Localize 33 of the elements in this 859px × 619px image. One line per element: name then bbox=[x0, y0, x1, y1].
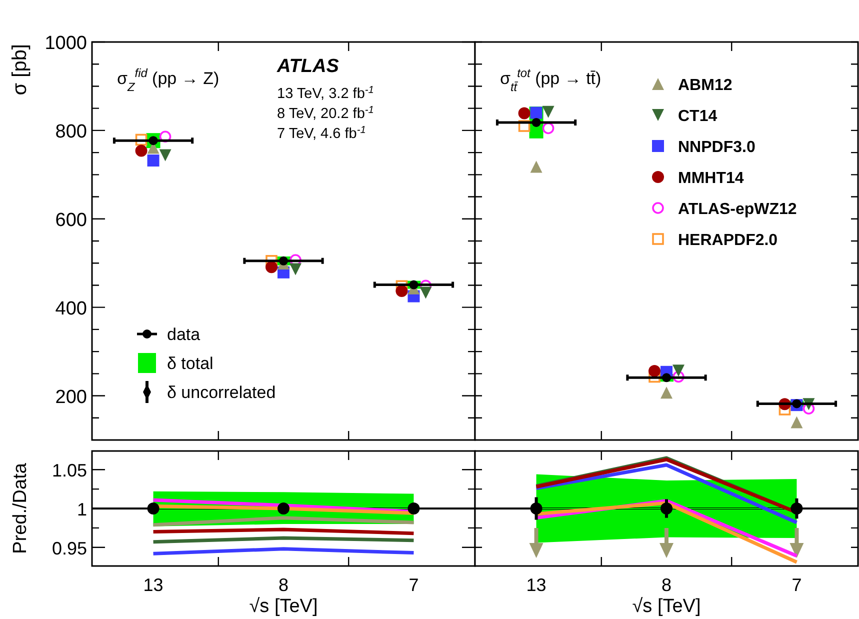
legend-label: CT14 bbox=[678, 108, 718, 125]
y-tick-label: 800 bbox=[55, 121, 87, 142]
legend-label: MMHT14 bbox=[678, 170, 744, 187]
x-tick-label: 7 bbox=[792, 575, 802, 595]
legend-label: ATLAS-epWZ12 bbox=[678, 201, 797, 218]
x-tick-label: 13 bbox=[526, 575, 546, 595]
y-axis-title: Pred./Data bbox=[10, 462, 31, 554]
y-tick-label: 600 bbox=[55, 210, 87, 231]
legend-label: HERAPDF2.0 bbox=[678, 232, 778, 249]
x-tick-label: 13 bbox=[143, 575, 164, 595]
legend-label: ABM12 bbox=[678, 77, 732, 94]
annotation: 7 TeV, 4.6 fb$^{-1}$ bbox=[277, 124, 366, 142]
x-tick-label: 7 bbox=[408, 575, 419, 595]
x-axis-title: √s [TeV] bbox=[632, 596, 701, 617]
x-axis-title: √s [TeV] bbox=[249, 596, 318, 617]
text: σ$_{tt̄}$$^{tot}$ (pp → tt̄) bbox=[500, 66, 602, 94]
annotation: ATLAS bbox=[276, 56, 340, 77]
y-axis-title: σ [pb] bbox=[9, 44, 31, 96]
annotation: 8 TeV, 20.2 fb$^{-1}$ bbox=[277, 104, 374, 122]
x-tick-label: 8 bbox=[661, 575, 672, 595]
annotation: 13 TeV, 3.2 fb$^{-1}$ bbox=[277, 84, 374, 102]
y-tick-label: 400 bbox=[55, 298, 87, 320]
y-tick-label: 1.05 bbox=[52, 460, 87, 481]
x-tick-label: 8 bbox=[278, 575, 289, 595]
legend-label: data bbox=[167, 325, 201, 344]
annotation: δ uncorrelated bbox=[167, 383, 276, 402]
y-tick-label: 1 bbox=[76, 500, 87, 520]
y-tick-label: 1000 bbox=[44, 33, 87, 54]
text: σ$_{Z}$$^{fid}$ (pp → Z) bbox=[117, 66, 220, 94]
legend-label: δ total bbox=[167, 354, 214, 373]
y-tick-label: 0.95 bbox=[52, 538, 87, 558]
y-tick-label: 200 bbox=[55, 386, 87, 408]
legend-label: NNPDF3.0 bbox=[678, 139, 756, 156]
